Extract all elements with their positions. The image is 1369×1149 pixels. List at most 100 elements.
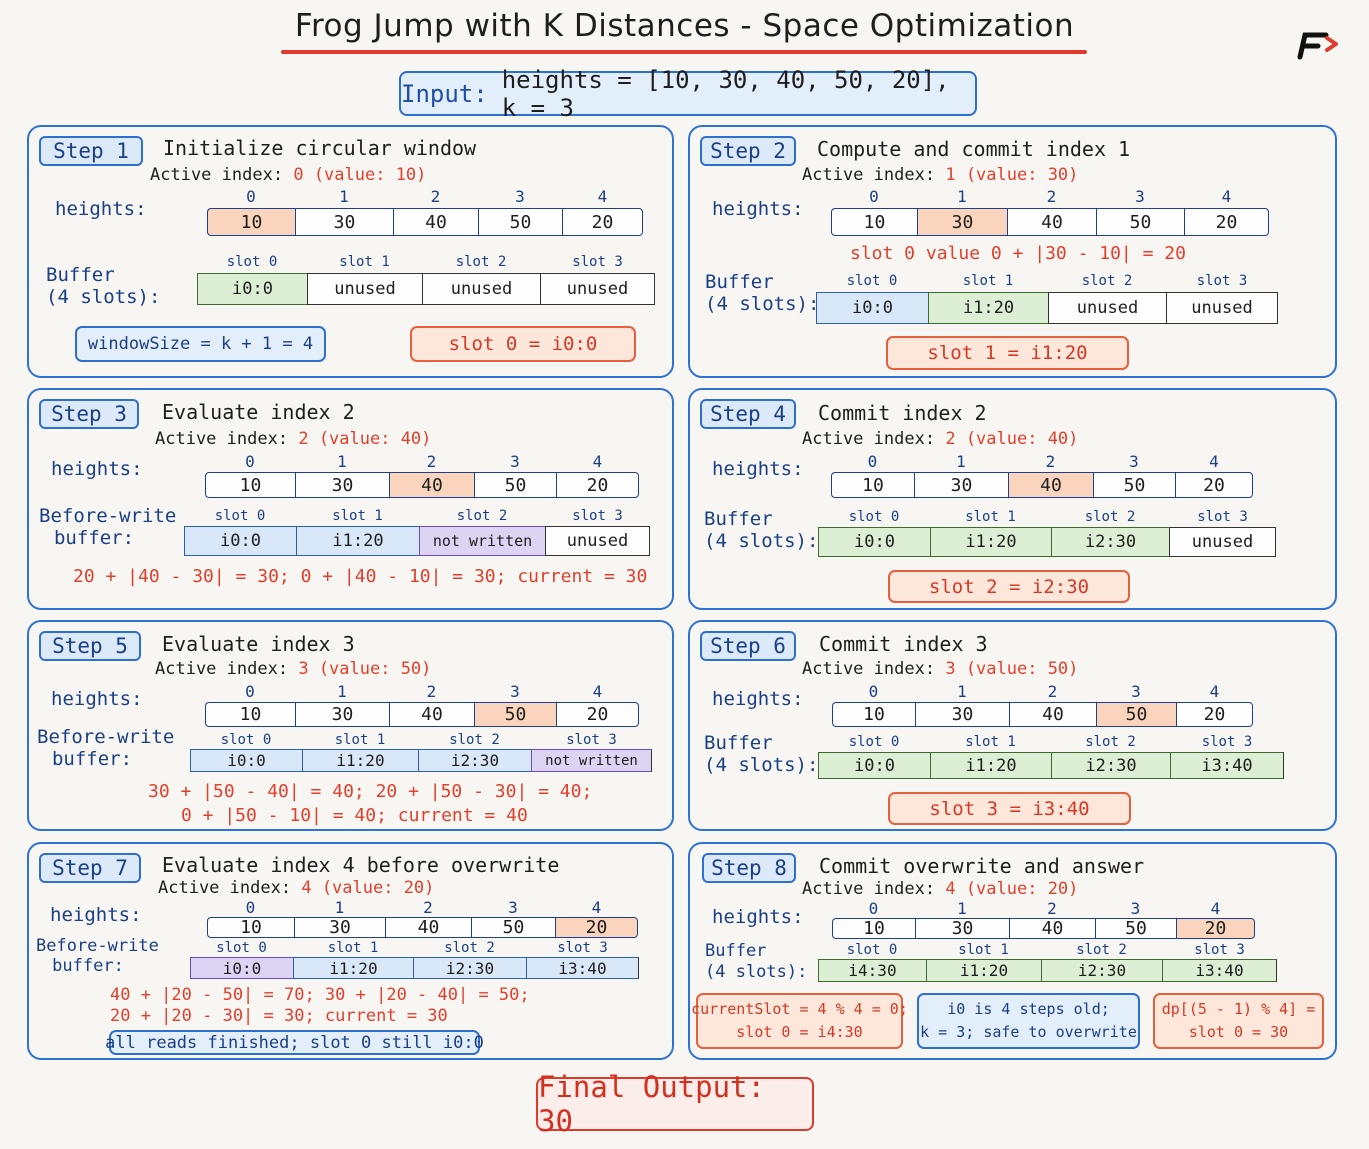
before-write-label: Before-write buffer: bbox=[37, 726, 175, 770]
current-slot-note: currentSlot = 4 % 4 = 0; slot 0 = i4:30 bbox=[691, 993, 908, 1049]
buffer-slot: i3:40 bbox=[1162, 959, 1277, 982]
height-cell: 10 bbox=[832, 918, 915, 939]
step-badge: Step 4 bbox=[700, 399, 796, 429]
height-cell: 40 bbox=[1009, 702, 1096, 727]
index-label: 3 bbox=[515, 187, 525, 206]
buffer-slot: unused bbox=[422, 273, 540, 305]
buffer-slot: i1:20 bbox=[296, 526, 419, 556]
height-cell: 10 bbox=[831, 208, 917, 236]
index-label: 1 bbox=[339, 187, 349, 206]
index-label: 2 bbox=[426, 682, 437, 701]
index-label: 1 bbox=[337, 452, 347, 471]
height-cell: 10 bbox=[832, 702, 915, 727]
index-label: 0 bbox=[869, 187, 879, 206]
heights-label: heights: bbox=[712, 458, 804, 480]
height-cell: 10 bbox=[207, 917, 294, 938]
index-label: 2 bbox=[423, 898, 433, 917]
heights-array: 0 1 2 3 4 10 30 40 50 20 bbox=[205, 452, 639, 498]
step-title: Evaluate index 3 bbox=[162, 632, 355, 656]
slot-label: slot 2 bbox=[444, 940, 495, 956]
index-label: 0 bbox=[245, 452, 255, 471]
buffer-slot: i1:20 bbox=[930, 527, 1051, 557]
height-cell: 30 bbox=[914, 472, 1008, 498]
index-label: 2 bbox=[1047, 899, 1057, 918]
window-size-note: windowSize = k + 1 = 4 bbox=[75, 326, 326, 362]
commit-note: slot 3 = i3:40 bbox=[888, 792, 1131, 825]
calculation-text: 20 + |20 - 30| = 30; current = 30 bbox=[110, 1006, 448, 1026]
input-label: Input: bbox=[401, 79, 488, 108]
height-cell: 50 bbox=[1096, 208, 1184, 236]
height-cell: 30 bbox=[915, 918, 1009, 939]
slot-label: slot 1 bbox=[327, 940, 379, 956]
step-badge: Step 8 bbox=[702, 853, 796, 883]
height-cell: 10 bbox=[207, 208, 295, 236]
height-cell: 30 bbox=[295, 472, 389, 498]
buffer-slot: i1:20 bbox=[293, 957, 413, 979]
buffer-slot: i0:0 bbox=[190, 749, 302, 772]
heights-label: heights: bbox=[51, 458, 143, 480]
buffer-label: Buffer (4 slots): bbox=[704, 508, 819, 552]
step-title: Commit overwrite and answer bbox=[819, 854, 1145, 878]
index-label: 4 bbox=[597, 187, 608, 206]
slot-label: slot 2 bbox=[1076, 942, 1127, 958]
height-cell: 30 bbox=[295, 208, 393, 236]
heights-label: heights: bbox=[712, 906, 804, 928]
calculation-text: 40 + |20 - 50| = 70; 30 + |20 - 40| = 50… bbox=[110, 985, 530, 1005]
step-badge: Step 3 bbox=[39, 399, 139, 429]
heights-array: 0 1 2 3 4 10 30 40 50 20 bbox=[832, 899, 1255, 939]
height-cell: 40 bbox=[1008, 472, 1093, 498]
step-title: Compute and commit index 1 bbox=[817, 137, 1131, 161]
active-index: Active index: 1 (value: 30) bbox=[802, 165, 1079, 185]
step-badge: Step 1 bbox=[39, 136, 143, 166]
slot-label: slot 2 bbox=[449, 732, 500, 748]
active-index: Active index: 0 (value: 10) bbox=[150, 165, 427, 185]
active-index: Active index: 4 (value: 20) bbox=[158, 878, 435, 898]
slot-label: slot 0 bbox=[848, 734, 900, 750]
slot-label: slot 1 bbox=[332, 508, 383, 524]
buffer-slot: i1:20 bbox=[930, 752, 1051, 779]
index-label: 4 bbox=[1209, 682, 1220, 701]
step-title: Initialize circular window bbox=[163, 136, 477, 160]
step-title: Commit index 3 bbox=[819, 632, 988, 656]
buffer-array: slot 0 slot 1 slot 2 slot 3 i4:30 i1:20 … bbox=[818, 942, 1277, 982]
slot-label: slot 2 bbox=[455, 254, 507, 270]
buffer-label: Buffer (4 slots): bbox=[705, 271, 820, 315]
slot-label: slot 0 bbox=[846, 942, 898, 958]
active-index: Active index: 3 (value: 50) bbox=[155, 659, 432, 679]
index-label: 2 bbox=[1046, 187, 1057, 206]
index-label: 3 bbox=[1135, 187, 1145, 206]
index-label: 3 bbox=[510, 452, 520, 471]
heights-array: 0 1 2 3 4 10 30 40 50 20 bbox=[207, 187, 643, 236]
buffer-slot: not written bbox=[419, 526, 545, 556]
reads-finished-note: all reads finished; slot 0 still i0:0 bbox=[105, 1030, 484, 1055]
heights-label: heights: bbox=[50, 904, 142, 926]
buffer-array: slot 0 slot 1 slot 2 slot 3 i0:0 i1:20 i… bbox=[818, 509, 1276, 557]
index-label: 0 bbox=[245, 898, 256, 917]
heights-array: 0 1 2 3 4 10 30 40 50 20 bbox=[831, 187, 1269, 236]
height-cell: 20 bbox=[556, 472, 639, 498]
buffer-slot: unused bbox=[1166, 292, 1278, 324]
index-label: 0 bbox=[867, 452, 878, 471]
buffer-slot: i2:30 bbox=[413, 957, 526, 979]
index-label: 4 bbox=[1210, 899, 1221, 918]
commit-note: slot 1 = i1:20 bbox=[886, 336, 1129, 370]
index-label: 0 bbox=[245, 682, 255, 701]
buffer-slot: unused bbox=[540, 273, 655, 305]
before-write-label: Before-write buffer: bbox=[39, 505, 177, 549]
height-cell: 30 bbox=[917, 208, 1007, 236]
buffer-slot: unused bbox=[545, 526, 650, 556]
slot-label: slot 1 bbox=[958, 942, 1009, 958]
heights-label: heights: bbox=[51, 688, 143, 710]
buffer-slot: not written bbox=[531, 749, 652, 772]
slot-label: slot 3 bbox=[572, 254, 623, 270]
index-label: 2 bbox=[1047, 682, 1058, 701]
buffer-array: slot 0 slot 1 slot 2 slot 3 i0:0 i1:20 i… bbox=[190, 732, 652, 772]
buffer-slot: unused bbox=[1169, 527, 1276, 557]
height-cell: 50 bbox=[1096, 702, 1176, 727]
slot-label: slot 0 bbox=[226, 254, 278, 270]
slot-label: slot 2 bbox=[456, 508, 508, 524]
slot-label: slot 3 bbox=[557, 940, 608, 956]
buffer-slot: i0:0 bbox=[190, 957, 293, 979]
index-label: 4 bbox=[1209, 452, 1219, 471]
slot-label: slot 1 bbox=[965, 734, 1016, 750]
